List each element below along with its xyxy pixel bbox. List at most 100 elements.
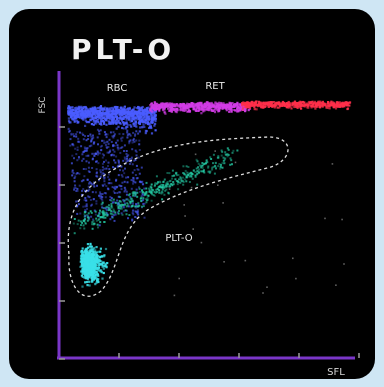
scatter-point-plt	[129, 202, 132, 205]
scatter-point-plt	[166, 172, 169, 174]
scatter-point-rbc	[127, 154, 130, 157]
scatter-point-rbc	[72, 172, 75, 175]
scatter-point-rbc	[88, 181, 91, 184]
scatter-point-ret-high	[268, 102, 272, 106]
scatter-point-plt-dense	[94, 255, 97, 258]
scatter-point-rbc	[129, 116, 132, 119]
scatter-point-rbc	[134, 134, 136, 137]
scatter-point-ret-high	[302, 101, 305, 104]
scatter-point-rbc	[148, 122, 152, 125]
scatter-point-plt	[226, 155, 229, 158]
scatter-point-rbc	[111, 119, 114, 122]
scatter-point-plt-dense	[90, 270, 93, 273]
scatter-point-plt	[230, 159, 233, 162]
scatter-point-plt	[155, 175, 158, 178]
scatter-point-ret	[247, 109, 250, 112]
scatter-point-ret	[238, 109, 242, 112]
scattergram-plot: RBC RET PLT-O FSC SFL	[38, 71, 360, 378]
scatter-point-ret-high	[299, 104, 302, 107]
scatter-point-rbc	[101, 169, 104, 172]
scatter-point-rbc	[131, 211, 134, 214]
scatter-point-plt	[124, 209, 127, 212]
scatter-point-plt-dense	[90, 250, 93, 253]
scatter-point-rbc	[138, 186, 140, 189]
scatter-point-ret	[239, 103, 242, 106]
scatter-point-rbc	[132, 131, 135, 134]
scatter-point-rbc	[151, 114, 154, 117]
scatter-point-rbc	[98, 224, 101, 227]
scatter-point-plt	[106, 205, 109, 208]
scatter-point-rbc	[109, 195, 112, 198]
scatter-point-ret	[213, 107, 216, 111]
scatter-point-plt	[231, 151, 234, 154]
scatter-point-ret	[174, 110, 177, 113]
scatter-point-plt	[94, 210, 97, 213]
scatter-point-rbc	[75, 133, 78, 136]
scatter-point-ret	[170, 106, 173, 109]
scatter-point-rbc	[102, 176, 105, 179]
scatter-point-rbc	[112, 110, 115, 113]
scatter-point-plt-dense	[94, 250, 97, 253]
scatter-point-ret	[177, 105, 180, 108]
scatter-point-plt	[200, 170, 203, 173]
scatter-point-plt	[184, 174, 187, 176]
scatter-point-plt	[190, 175, 193, 178]
scatter-point-plt	[166, 181, 169, 184]
scatter-point-rbc	[85, 154, 88, 157]
scatter-point-rbc	[122, 169, 125, 172]
scatter-point-rbc	[92, 198, 95, 200]
scatter-point-rbc	[116, 106, 119, 109]
scatter-point-ret-high	[339, 104, 342, 107]
scatter-point-rbc	[101, 117, 104, 120]
scatter-point-plt	[187, 166, 190, 168]
scatter-point-plt	[72, 222, 75, 225]
scatter-point-rbc	[150, 119, 153, 122]
scatter-point-rbc	[142, 116, 145, 119]
scatter-point-ret-high	[255, 108, 258, 111]
scatter-point-rbc	[84, 112, 87, 115]
scatter-point-plt	[223, 162, 226, 165]
scatter-point-rbc	[131, 141, 134, 144]
scatter-point-plt	[117, 212, 120, 215]
scatter-point-rbc	[104, 111, 107, 114]
scatter-point-plt-dense	[88, 274, 91, 277]
scatter-point-rbc	[92, 183, 95, 186]
scatter-point-plt	[145, 201, 148, 204]
scatter-point-rbc	[82, 133, 85, 136]
scatter-point-ret	[233, 104, 236, 107]
scatter-point-ret	[236, 101, 239, 104]
scatter-point-rbc	[87, 170, 90, 173]
scatter-point-rbc	[84, 197, 87, 199]
scatter-point-rbc	[104, 192, 107, 195]
scatter-point-rbc	[134, 133, 137, 136]
scatter-point-plt	[151, 193, 154, 196]
scatter-point-ret-high	[297, 104, 300, 107]
scatter-point-rbc	[122, 106, 125, 109]
scatter-point-rbc	[85, 168, 87, 171]
scatter-point-plt	[139, 197, 142, 200]
scatter-point-plt	[180, 177, 182, 180]
scatter-point-plt	[83, 213, 86, 216]
scatter-point-ret	[205, 105, 208, 108]
scatter-point-rbc	[81, 189, 83, 192]
scatter-point-rbc	[135, 125, 138, 128]
scatter-point-rbc	[135, 110, 138, 113]
scatter-point-rbc	[105, 147, 108, 149]
scatter-point-rbc	[119, 115, 122, 118]
scatter-point-rbc	[119, 106, 122, 110]
scatter-point-rbc	[135, 203, 138, 205]
scatter-point-rbc	[134, 181, 137, 184]
scatter-point-rbc	[126, 129, 129, 132]
scatter-point-ret-high	[332, 106, 335, 109]
scatter-point-plt	[161, 198, 164, 201]
x-axis-label: SFL	[327, 367, 345, 378]
scatter-point-rbc	[73, 157, 75, 160]
scatter-point-rbc	[83, 146, 86, 149]
scatter-point-rbc	[71, 117, 74, 120]
scatter-point-plt-dense	[86, 284, 89, 287]
scatter-point-rbc	[76, 131, 79, 133]
scatter-point-ret-high	[325, 106, 328, 109]
scatter-point-rbc	[124, 111, 127, 114]
scatter-point-plt	[168, 183, 171, 186]
scatter-point-rbc	[80, 113, 83, 116]
